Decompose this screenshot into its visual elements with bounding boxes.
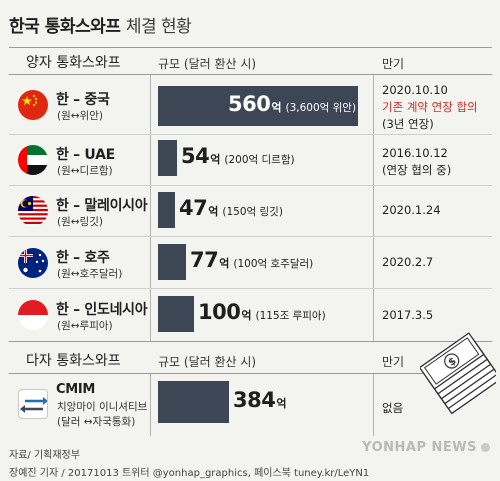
page-title-sub: 체결 현황	[125, 17, 192, 37]
maturity-note: (연장 협의 중)	[382, 163, 452, 177]
logo-dot-icon	[481, 443, 490, 452]
value-unit: 억	[208, 205, 219, 218]
value-note: (115조 루피아)	[255, 310, 326, 322]
yonhap-logo: YONHAP NEWS	[362, 440, 490, 455]
currency-pair: (원↔호주달러)	[57, 268, 123, 280]
credit-text: 장예진 기자 / 20171013 트위터 @yonhap_graphics, …	[9, 468, 370, 479]
cmim-currency-pair: (달러 ↔자국통화)	[57, 416, 136, 428]
value-number: 100	[198, 300, 241, 324]
multilateral-header: 다자 통화스와프	[26, 353, 121, 369]
value-label-australia: 77 억 (100억 호주달러)	[190, 248, 313, 272]
column-divider	[150, 75, 151, 341]
row-separator	[9, 288, 492, 289]
cmim-name: CMIM	[56, 382, 96, 397]
scale-header: 규모 (달러 환산 시)	[158, 57, 257, 71]
currency-pair: (원↔디르함)	[57, 165, 113, 177]
bar-uae	[158, 140, 177, 176]
column-divider	[373, 75, 374, 341]
logo-text: YONHAP NEWS	[362, 440, 477, 455]
value-note: (150억 링깃)	[222, 206, 283, 218]
currency-pair: (원↔루피아)	[57, 320, 113, 332]
value-number: 560	[228, 92, 271, 116]
exchange-arrows-icon	[18, 389, 48, 419]
maturity-date: 2020.10.10	[382, 83, 448, 97]
scale-header-2: 규모 (달러 환산 시)	[158, 355, 257, 369]
section-divider	[9, 341, 492, 342]
money-stack-icon: $	[418, 320, 500, 420]
column-divider	[150, 374, 151, 436]
value-label-china: 560 억 (3,600억 위안)	[228, 92, 356, 116]
country-name: 한 – 중국	[56, 92, 110, 108]
bar-indonesia	[158, 296, 194, 332]
value-unit: 억	[219, 257, 230, 270]
country-name: 한 – 인도네시아	[56, 302, 148, 318]
value-unit: 억	[271, 101, 282, 114]
maturity-date: 2016.10.12	[382, 146, 448, 160]
value-note: (3,600억 위안)	[285, 102, 357, 114]
value-number: 384	[233, 388, 276, 412]
australia-flag-icon	[18, 248, 48, 278]
value-note: (100억 호주달러)	[233, 258, 314, 270]
row-separator	[9, 134, 492, 135]
row-separator	[9, 185, 492, 186]
uae-flag-icon	[18, 145, 48, 175]
cmim-maturity: 없음	[382, 401, 404, 415]
page-title-main: 한국 통화스와프	[9, 17, 121, 37]
china-flag-icon	[18, 90, 48, 120]
header-bottom-line-2	[9, 373, 492, 374]
bar-malaysia	[158, 192, 175, 228]
source-text: 자료/ 기획재정부	[9, 450, 80, 461]
value-label-uae: 54 억 (200억 디르함)	[181, 144, 295, 168]
maturity-note: (3년 연장)	[382, 117, 434, 131]
value-label-cmim: 384 억	[233, 388, 286, 412]
page-title: 한국 통화스와프 체결 현황	[9, 12, 192, 37]
bar-cmim	[158, 381, 229, 423]
value-unit: 억	[241, 309, 252, 322]
maturity-header-2: 만기	[382, 355, 405, 369]
currency-pair: (원↔링깃)	[57, 216, 103, 228]
country-name: 한 – 호주	[56, 250, 110, 266]
maturity-header: 만기	[382, 57, 405, 71]
value-number: 47	[179, 196, 208, 220]
indonesia-flag-icon	[18, 300, 48, 330]
value-label-malaysia: 47 억 (150억 링깃)	[179, 196, 283, 220]
malaysia-flag-icon	[18, 196, 48, 226]
value-unit: 억	[276, 397, 287, 410]
maturity-note: 기존 계약 연장 합의	[382, 100, 478, 114]
country-name: 한 – 말레이시아	[56, 198, 148, 214]
bilateral-header: 양자 통화스와프	[26, 55, 121, 71]
bar-australia	[158, 244, 186, 280]
value-unit: 억	[210, 153, 221, 166]
cmim-sub-name: 치앙마이 이니셔티브	[57, 401, 148, 413]
column-divider	[373, 374, 374, 436]
maturity-date: 2020.1.24	[382, 203, 441, 217]
currency-pair: (원↔위안)	[57, 110, 103, 122]
maturity-date: 2020.2.7	[382, 255, 434, 269]
maturity-date: 2017.3.5	[382, 308, 434, 322]
value-number: 77	[190, 248, 219, 272]
value-label-indonesia: 100 억 (115조 루피아)	[198, 300, 326, 324]
header-top-line	[9, 47, 492, 48]
value-note: (200억 디르함)	[224, 154, 295, 166]
header-bottom-line	[9, 74, 492, 75]
country-name: 한 – UAE	[56, 147, 115, 163]
row-separator	[9, 236, 492, 237]
bar-china	[158, 86, 358, 126]
value-number: 54	[181, 144, 210, 168]
